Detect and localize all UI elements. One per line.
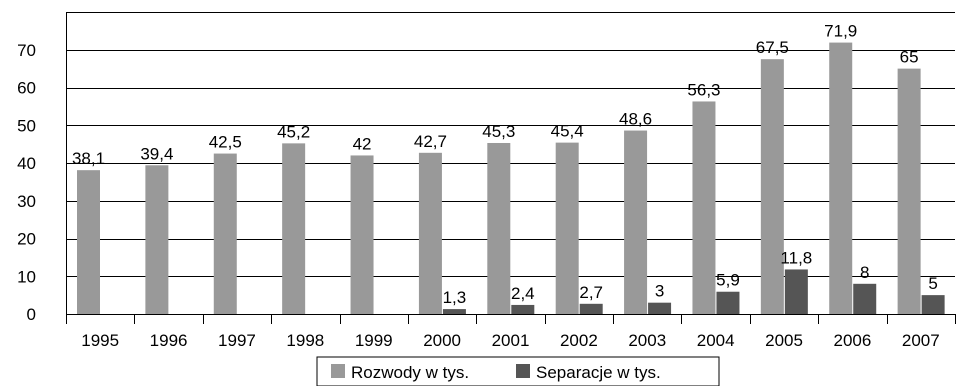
bar-separacje: [784, 269, 808, 314]
data-label: 45,2: [277, 122, 310, 141]
data-label: 56,3: [687, 80, 720, 99]
bar-separacje: [716, 291, 740, 314]
bar-rozwody: [77, 170, 100, 314]
bar-rozwody: [624, 130, 648, 314]
data-label: 45,4: [551, 122, 584, 141]
data-label: 3: [655, 282, 664, 301]
bar-separacje: [511, 304, 535, 314]
data-label: 42: [353, 134, 372, 153]
data-label: 39,4: [140, 144, 173, 163]
bar-rozwody: [487, 142, 511, 314]
data-label: 45,3: [482, 122, 515, 141]
data-label: 71,9: [824, 22, 857, 41]
bar-rozwody: [213, 153, 237, 314]
y-tick-label: 20: [17, 230, 36, 249]
data-labels: 38,1 39,4 42,5 45,2 42 42,7 45,3 45,4 48,6 56,3 67…: [72, 22, 938, 308]
bar-rozwody: [145, 165, 169, 314]
x-tick-label: 1996: [150, 331, 188, 350]
data-label: 2,4: [511, 284, 535, 303]
legend-swatch-rozwody: [331, 364, 345, 378]
bar-rozwody: [555, 142, 579, 314]
data-label: 2,7: [579, 283, 603, 302]
bar-rozwody: [692, 101, 716, 314]
data-label: 5,9: [716, 271, 740, 290]
bar-rozwody: [418, 152, 442, 314]
bar-rozwody: [897, 68, 921, 314]
x-axis: 1995 1996 1997 1998 1999 2000 2001 2002 2003 2004…: [66, 314, 956, 350]
y-axis-ticks: 0 10 20 30 40 50 60 70: [17, 41, 36, 324]
x-tick-label: 1999: [355, 331, 393, 350]
data-label: 1,3: [443, 288, 467, 307]
bar-rozwody: [350, 155, 374, 314]
y-tick-label: 40: [17, 154, 36, 173]
data-label: 8: [860, 263, 869, 282]
data-label: 48,6: [619, 110, 652, 129]
y-tick-label: 0: [27, 305, 36, 324]
bar-rozwody: [282, 143, 306, 314]
x-tick-label: 1995: [81, 331, 119, 350]
x-tick-label: 2000: [423, 331, 461, 350]
bar-separacje: [853, 283, 877, 314]
x-tick-label: 1998: [286, 331, 324, 350]
bar-separacje: [442, 309, 466, 314]
data-label: 11,8: [780, 248, 812, 267]
data-label: 67,5: [756, 38, 789, 57]
data-label: 42,5: [209, 133, 242, 152]
legend: Rozwody w tys. Separacje w tys.: [316, 356, 720, 386]
x-tick-label: 2004: [697, 331, 735, 350]
x-tick-label: 2001: [492, 331, 530, 350]
bar-separacje: [579, 303, 603, 314]
y-tick-label: 70: [17, 41, 36, 60]
data-label: 42,7: [414, 132, 447, 151]
y-tick-label: 30: [17, 192, 36, 211]
gridlines: [66, 12, 955, 315]
data-label: 65: [900, 48, 919, 67]
y-tick-label: 50: [17, 116, 36, 135]
bar-rozwody: [760, 59, 784, 314]
x-tick-label: 2005: [765, 331, 803, 350]
x-tick-label: 2002: [560, 331, 598, 350]
x-tick-label: 1997: [218, 331, 256, 350]
bar-separacje: [921, 295, 945, 314]
bars: [77, 42, 945, 314]
bar-separacje: [648, 302, 672, 314]
y-tick-label: 60: [17, 79, 36, 98]
bar-rozwody: [829, 42, 853, 314]
x-tick-label: 2003: [628, 331, 666, 350]
data-label: 38,1: [72, 149, 105, 168]
data-label: 5: [928, 274, 937, 293]
legend-label-rozwody: Rozwody w tys.: [351, 363, 469, 382]
x-tick-label: 2007: [902, 331, 940, 350]
x-tick-label: 2006: [834, 331, 872, 350]
legend-swatch-separacje: [516, 364, 530, 378]
y-tick-label: 10: [17, 267, 36, 286]
legend-label-separacje: Separacje w tys.: [536, 363, 661, 382]
